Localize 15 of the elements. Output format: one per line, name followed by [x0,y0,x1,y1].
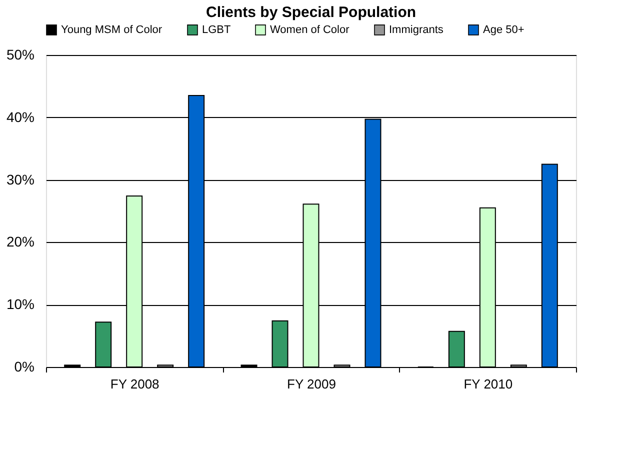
y-tick-label: 30% [6,171,34,188]
x-tick-label: FY 2008 [110,376,160,392]
y-tick-label: 10% [6,296,34,312]
legend-label: Young MSM of Color [61,24,162,36]
y-tick-label: 50% [6,46,34,62]
x-tick-label: FY 2009 [287,376,336,392]
legend-label: Women of Color [270,24,350,36]
legend-label: Age 50+ [483,24,524,36]
legend-label: Immigrants [389,24,444,36]
y-tick-label: 40% [6,108,34,125]
y-tick-label: 0% [14,358,34,374]
chart-title: Clients by Special Population [206,4,416,21]
legend-label: LGBT [202,24,232,36]
y-tick-label: 20% [6,234,34,250]
x-tick-label: FY 2010 [464,376,513,392]
